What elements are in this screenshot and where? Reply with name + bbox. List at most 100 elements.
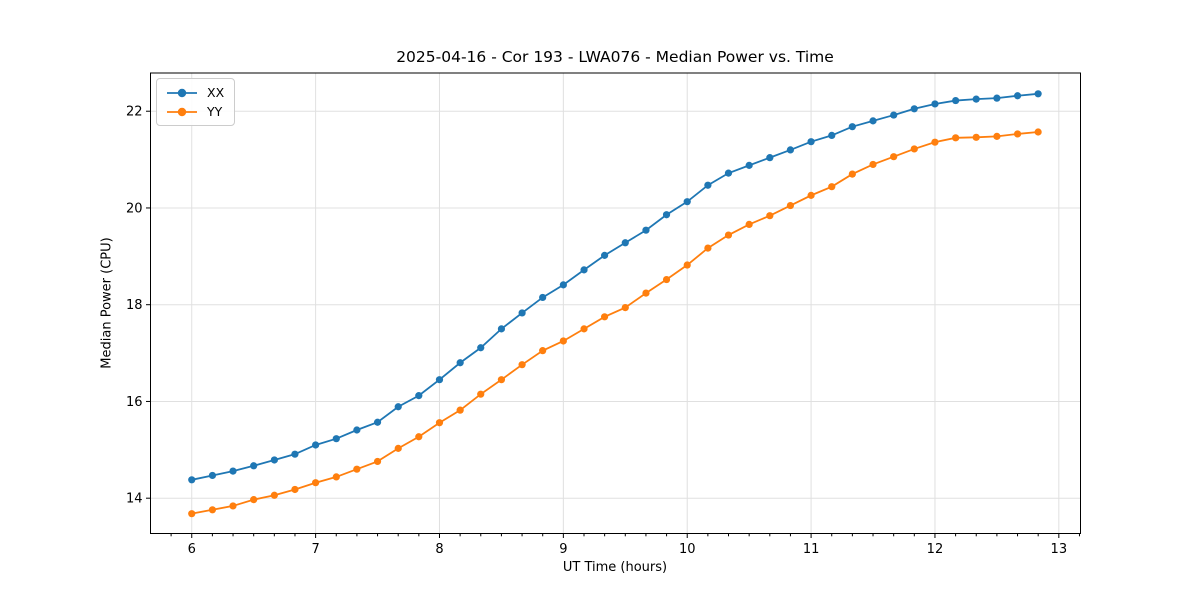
data-point	[662, 275, 671, 284]
legend-line-marker-xx-icon	[167, 88, 197, 97]
gridlines	[150, 73, 1081, 534]
y-tick-label: 22	[126, 105, 143, 120]
data-point	[993, 132, 1001, 140]
data-point	[931, 100, 939, 108]
data-point	[993, 94, 1001, 102]
y-tick-label: 20	[126, 201, 143, 216]
data-point	[580, 325, 588, 333]
x-axis-label: UT Time (hours)	[562, 560, 668, 575]
legend-line-marker-yy-icon	[167, 107, 197, 116]
data-point	[890, 153, 898, 161]
data-point	[600, 313, 609, 321]
data-point	[435, 376, 444, 384]
data-point	[415, 392, 423, 400]
data-point	[683, 261, 691, 269]
data-point	[477, 390, 485, 398]
data-point	[456, 359, 464, 367]
data-point	[786, 201, 795, 210]
data-point	[890, 111, 898, 119]
data-point	[600, 251, 609, 259]
x-tick-label: 7	[311, 542, 319, 557]
y-tick-label: 16	[126, 395, 143, 410]
data-point	[848, 123, 856, 131]
data-point	[208, 506, 217, 514]
data-point	[312, 479, 320, 487]
data-point	[229, 467, 237, 475]
data-point	[642, 289, 650, 297]
x-tick-label: 6	[188, 542, 196, 557]
x-tick-label: 11	[803, 542, 820, 557]
x-tick-labels: 6 7 8 9 10 11 12 13	[188, 542, 1067, 557]
data-point	[270, 456, 278, 464]
data-point	[828, 131, 836, 139]
series-yy-line	[191, 131, 1039, 515]
chart-title: 2025-04-16 - Cor 193 - LWA076 - Median P…	[396, 48, 834, 66]
legend-label-yy: YY	[207, 104, 223, 119]
data-point	[394, 403, 402, 411]
y-tick-labels: 14 16 18 20 22	[126, 105, 143, 507]
data-point	[952, 134, 960, 142]
data-point	[931, 138, 939, 146]
data-point	[580, 266, 588, 274]
data-point	[786, 146, 795, 154]
data-point	[1034, 90, 1042, 98]
data-point	[704, 244, 712, 252]
data-point	[972, 133, 980, 141]
data-point	[972, 95, 980, 103]
data-point	[1013, 92, 1022, 100]
series-xx	[188, 90, 1042, 484]
data-point	[724, 231, 733, 239]
data-point	[188, 476, 196, 484]
legend-item-xx: XX	[165, 83, 224, 102]
y-tick-label: 18	[126, 298, 143, 313]
data-point	[518, 361, 526, 369]
data-point	[807, 191, 815, 199]
y-tick-label: 14	[126, 492, 143, 507]
x-tick-label: 9	[559, 542, 567, 557]
legend-item-yy: YY	[165, 102, 224, 121]
data-point	[188, 510, 196, 518]
data-point	[353, 426, 361, 434]
data-point	[848, 170, 856, 178]
data-point	[952, 96, 960, 105]
data-point	[477, 344, 485, 352]
data-point	[869, 160, 877, 169]
data-point	[642, 226, 650, 234]
data-point	[704, 181, 712, 189]
data-point	[332, 435, 340, 443]
data-point	[250, 496, 258, 504]
data-point	[745, 161, 753, 169]
data-point	[353, 465, 361, 473]
data-point	[250, 462, 258, 470]
series-yy	[188, 128, 1042, 518]
data-point	[312, 441, 320, 449]
data-point	[621, 239, 629, 247]
data-point	[497, 325, 506, 333]
data-point	[683, 198, 691, 206]
data-point	[745, 220, 753, 229]
data-point	[662, 211, 671, 219]
data-point	[373, 457, 382, 466]
data-point	[291, 485, 299, 494]
plot-border	[150, 72, 1081, 534]
data-point	[373, 418, 382, 426]
x-tick-label: 8	[435, 542, 443, 557]
data-point	[910, 105, 918, 113]
data-point	[807, 138, 815, 146]
data-point	[208, 471, 217, 480]
data-point	[828, 183, 836, 191]
data-point	[766, 154, 774, 162]
data-point	[621, 304, 629, 312]
data-point	[539, 293, 547, 302]
data-point	[1034, 128, 1042, 136]
data-point	[415, 433, 423, 441]
legend-box: XX YY	[156, 78, 236, 126]
y-axis-label: Median Power (CPU)	[99, 237, 115, 369]
data-point	[910, 145, 918, 153]
axis-ticks	[146, 110, 1080, 538]
data-point	[291, 450, 299, 458]
x-tick-label: 12	[927, 542, 944, 557]
data-point	[435, 419, 444, 427]
